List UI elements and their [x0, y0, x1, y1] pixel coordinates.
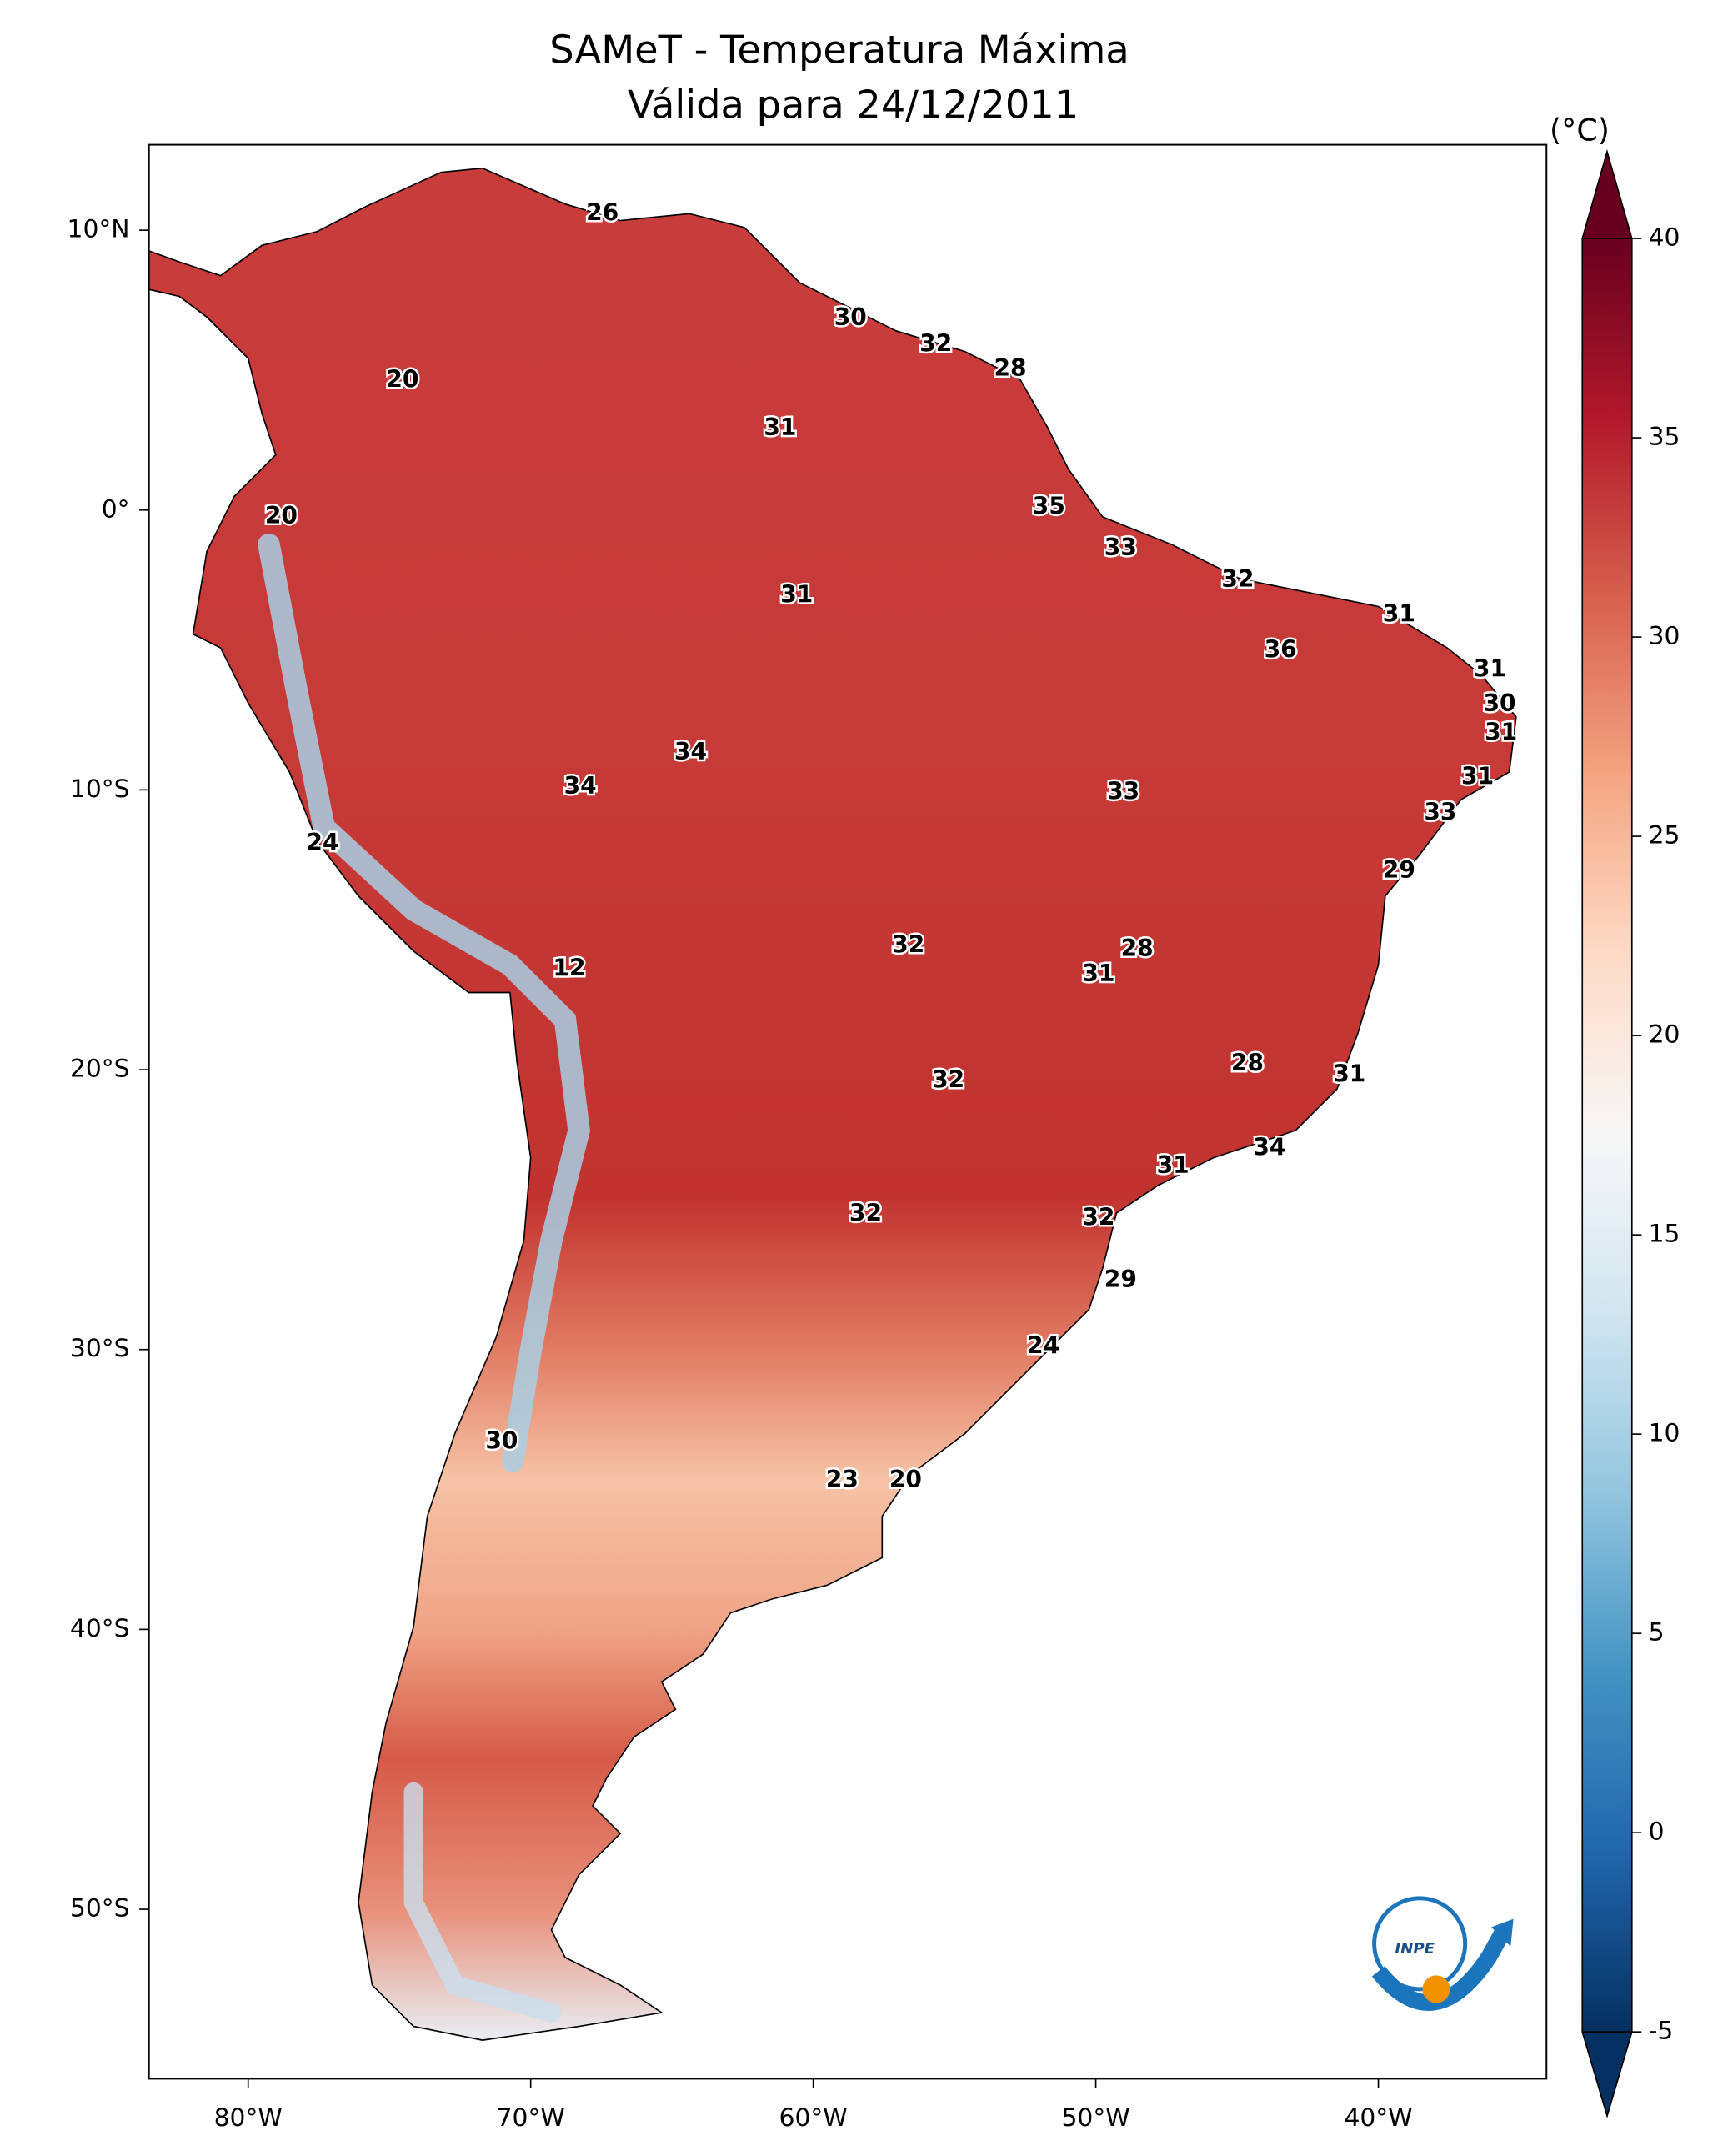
temperature-label: 32: [1221, 565, 1254, 593]
x-tick-label: 40°W: [1344, 2103, 1412, 2133]
y-tick-label: 10°N: [68, 215, 130, 244]
x-tick-label: 80°W: [214, 2103, 283, 2133]
temperature-label: 35: [1033, 492, 1065, 519]
temperature-label: 36: [1265, 635, 1297, 663]
temperature-label: 30: [1483, 689, 1515, 717]
map-frame: [148, 143, 1548, 2080]
temperature-label: 26: [586, 198, 619, 226]
temperature-label: 33: [1104, 534, 1137, 561]
colorbar-tick-label: 35: [1649, 423, 1680, 452]
temperature-label: 32: [1082, 1204, 1114, 1231]
temperature-label: 34: [674, 738, 707, 765]
x-tick-label: 70°W: [497, 2103, 565, 2133]
map-subtitle: Válida para 24/12/2011: [628, 82, 1079, 127]
temperature-label: 29: [1383, 856, 1415, 884]
temperature-label: 34: [1253, 1133, 1285, 1161]
temperature-label: 28: [994, 354, 1027, 382]
colorbar-tick-label: 0: [1649, 1818, 1665, 1847]
temperature-label: 24: [1027, 1331, 1059, 1359]
temperature-label: 20: [386, 365, 418, 393]
temperature-label: 31: [1383, 599, 1415, 627]
temperature-label: 31: [780, 580, 813, 608]
colorbar-tick-label: 15: [1649, 1220, 1680, 1249]
temperature-label: 33: [1424, 799, 1456, 826]
andes-cool-band: [258, 533, 590, 1472]
colorbar-bottom-extension: [1581, 2031, 1633, 2118]
colorbar-tick-label: 5: [1649, 1618, 1665, 1647]
temperature-label: 32: [849, 1200, 882, 1227]
temperature-label: 32: [892, 930, 924, 958]
temperature-label: 31: [1082, 960, 1114, 987]
y-tick-label: 0°: [102, 494, 130, 524]
temperature-label: 20: [265, 502, 298, 529]
map-area: INPE: [148, 143, 1548, 2080]
temperature-label: 23: [826, 1466, 859, 1493]
colorbar-frame: [1581, 238, 1633, 2033]
temperature-label: 31: [1157, 1151, 1190, 1179]
temperature-label: 31: [764, 414, 796, 441]
y-tick-label: 30°S: [70, 1334, 130, 1363]
temperature-label: 24: [306, 829, 338, 856]
colorbar-tick-label: 20: [1649, 1020, 1680, 1050]
colorbar-label: (°C): [1550, 113, 1610, 148]
colorbar-body: [1582, 238, 1632, 2033]
temperature-label: 29: [1104, 1266, 1137, 1293]
temperature-label: 32: [932, 1065, 964, 1093]
colorbar-tick-label: 10: [1649, 1419, 1680, 1448]
temperature-label: 28: [1231, 1049, 1264, 1076]
temperature-label: 31: [1461, 763, 1494, 790]
temperature-label: 33: [1107, 778, 1139, 805]
colorbar-tick-label: -5: [1649, 2017, 1674, 2046]
y-tick-label: 20°S: [70, 1055, 130, 1084]
x-tick-label: 60°W: [779, 2103, 848, 2133]
temperature-label: 12: [553, 954, 585, 981]
inpe-logo: INPE: [1371, 1896, 1514, 2011]
temperature-label: 32: [919, 329, 952, 357]
colorbar: (°C): [1550, 113, 1633, 2118]
temperature-label: 28: [1121, 935, 1154, 962]
temperature-label: 31: [1333, 1060, 1365, 1088]
colorbar-tick-label: 30: [1649, 622, 1680, 651]
y-tick-label: 50°S: [70, 1894, 130, 1923]
colorbar-top-extension: [1581, 148, 1633, 239]
logo-text: INPE: [1395, 1940, 1435, 1958]
y-tick-label: 40°S: [70, 1614, 130, 1643]
colorbar-tick-label: 40: [1649, 223, 1680, 253]
map-title: SAMeT - Temperatura Máxima: [549, 27, 1129, 72]
temperature-label: 31: [1485, 719, 1517, 746]
patagonia-cool-band: [403, 1782, 562, 2023]
colorbar-tick-label: 25: [1649, 821, 1680, 850]
x-tick-label: 50°W: [1062, 2103, 1130, 2133]
temperature-label: 30: [485, 1427, 518, 1455]
continent: [148, 167, 1517, 2041]
temperature-label: 31: [1474, 655, 1506, 683]
temperature-label: 30: [834, 303, 867, 331]
y-tick-label: 10°S: [70, 775, 130, 804]
temperature-label: 20: [889, 1466, 922, 1493]
temperature-label: 34: [564, 772, 597, 800]
